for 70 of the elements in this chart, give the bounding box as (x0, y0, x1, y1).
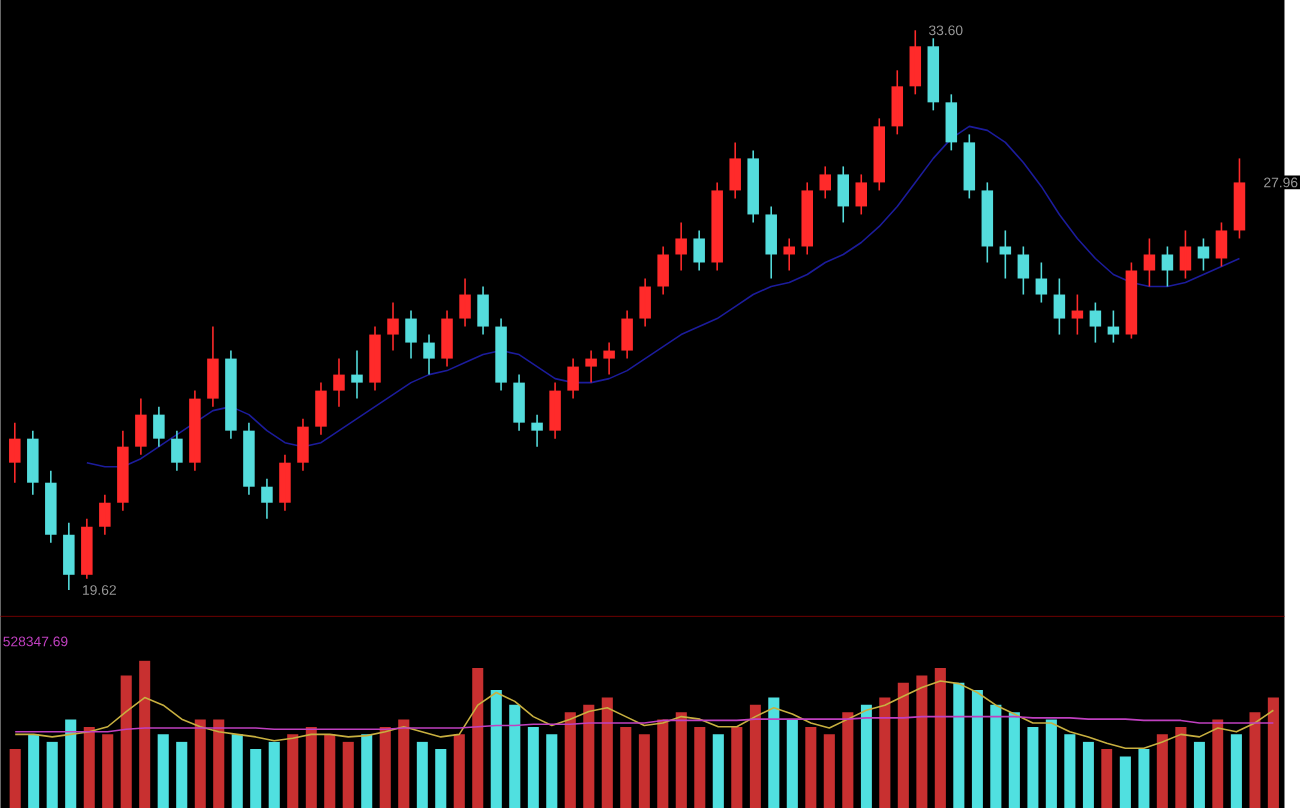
bar (1267, 697, 1279, 808)
candlestick (1161, 245, 1174, 288)
bar (379, 726, 391, 808)
bar (1064, 734, 1076, 808)
bar (546, 734, 558, 808)
bar (786, 719, 798, 808)
bar (712, 734, 724, 808)
bar (768, 697, 780, 808)
bar (83, 726, 95, 808)
bar (1193, 741, 1205, 808)
bar (46, 741, 58, 808)
candlestick (1143, 237, 1156, 288)
bar (1212, 719, 1224, 808)
bar (250, 749, 262, 808)
bar (453, 734, 465, 808)
bar (120, 675, 132, 808)
bar (694, 726, 706, 808)
candlestick (1179, 229, 1192, 280)
bar (268, 741, 280, 808)
bar (509, 704, 521, 808)
bar (176, 741, 188, 808)
bar (1230, 734, 1242, 808)
bar (638, 734, 650, 808)
bar (213, 719, 225, 808)
bar (194, 719, 206, 808)
bar (675, 712, 687, 808)
bar (9, 749, 21, 808)
bar (860, 704, 872, 808)
bar (527, 726, 539, 808)
bar (823, 734, 835, 808)
bar (287, 734, 299, 808)
bar (416, 741, 428, 808)
bar (879, 697, 891, 808)
bar (324, 734, 336, 808)
bar (102, 734, 114, 808)
bar (472, 668, 484, 808)
bar (1119, 756, 1131, 808)
bar (897, 682, 909, 808)
bar (953, 682, 965, 808)
bar (342, 741, 354, 808)
bar (1101, 749, 1113, 808)
bar (842, 712, 854, 808)
bar (564, 712, 576, 808)
bar (1138, 749, 1150, 808)
bar (601, 697, 613, 808)
bar (65, 719, 77, 808)
bar (305, 726, 317, 808)
bar (435, 749, 447, 808)
candlestick (1017, 245, 1030, 296)
bar (731, 726, 743, 808)
bar (157, 734, 169, 808)
bar (231, 734, 243, 808)
bar (971, 690, 983, 808)
bar (1045, 719, 1057, 808)
bar (1175, 726, 1187, 808)
bar (805, 726, 817, 808)
bar (990, 704, 1002, 808)
bar (139, 660, 151, 808)
bar (749, 704, 761, 808)
bar (657, 719, 669, 808)
bar (398, 719, 410, 808)
bar (934, 668, 946, 808)
bar (583, 704, 595, 808)
bar (1027, 726, 1039, 808)
bar (620, 726, 632, 808)
bar (361, 734, 373, 808)
bar (1008, 712, 1020, 808)
bar (28, 734, 40, 808)
bar (1082, 741, 1094, 808)
bar (490, 690, 502, 808)
